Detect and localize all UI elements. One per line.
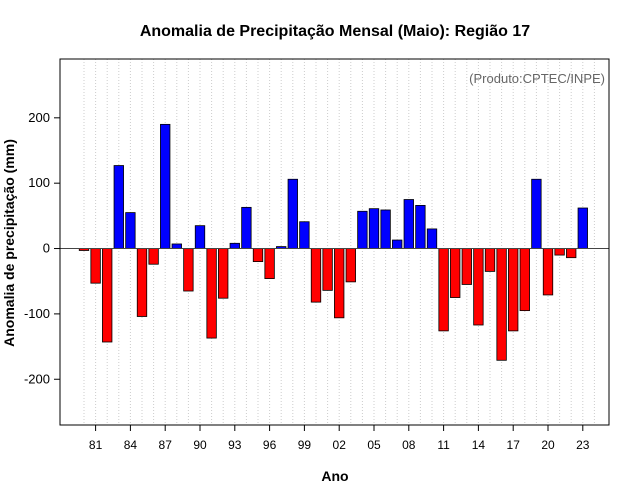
x-tick-label: 87 — [159, 438, 173, 452]
x-tick-label: 08 — [402, 438, 416, 452]
bar-2012 — [450, 248, 461, 298]
x-tick-label: 05 — [367, 438, 381, 452]
x-tick-label: 81 — [89, 438, 103, 452]
chart-title: Anomalia de Precipitação Mensal (Maio): … — [140, 23, 530, 40]
bar-1991 — [206, 248, 217, 339]
bar-2007 — [392, 239, 403, 249]
bar-2013 — [461, 248, 472, 285]
bar-1985 — [136, 248, 148, 317]
bar-1988 — [171, 243, 182, 249]
bar-1998 — [287, 178, 298, 249]
bar-2003 — [345, 248, 356, 283]
x-axis-title: Ano — [321, 468, 348, 484]
plot-frame — [59, 58, 610, 426]
bar-2023 — [577, 207, 588, 249]
bar-1983 — [113, 165, 124, 249]
x-tick-label: 96 — [263, 438, 277, 452]
x-tick-label: 02 — [333, 438, 347, 452]
x-tick-label: 93 — [228, 438, 242, 452]
bar-2006 — [380, 209, 391, 249]
bar-1999 — [299, 221, 310, 249]
x-tick-label: 17 — [507, 438, 521, 452]
bar-1987 — [160, 123, 171, 249]
y-tick-label: 200 — [28, 110, 50, 125]
bar-2005 — [368, 208, 380, 249]
bar-2000 — [310, 248, 322, 303]
x-tick-label: 20 — [541, 438, 555, 452]
bars — [78, 123, 588, 361]
bar-1989 — [183, 248, 194, 292]
x-tick-label: 90 — [193, 438, 207, 452]
source-annotation: (Produto:CPTEC/INPE) — [469, 71, 605, 86]
bar-1993 — [229, 242, 240, 249]
bar-1984 — [125, 212, 136, 249]
bar-2017 — [508, 248, 519, 332]
y-tick-label: 0 — [43, 241, 50, 256]
bar-1994 — [241, 206, 252, 249]
bar-1996 — [264, 248, 275, 280]
x-tick-label: 14 — [472, 438, 486, 452]
y-tick-label: 100 — [28, 175, 50, 190]
bar-2008 — [403, 199, 414, 249]
x-axis: 81 84 87 90 93 96 99 02 05 08 11 14 17 20 23 — [89, 425, 590, 452]
bar-2010 — [426, 228, 438, 249]
bar-2020 — [542, 248, 554, 296]
bar-2009 — [415, 204, 426, 249]
y-axis: -200 -100 0 100 200 — [24, 110, 60, 386]
y-tick-label: -200 — [24, 371, 50, 386]
bar-2014 — [473, 248, 484, 326]
bar-2021 — [554, 248, 565, 256]
bar-2002 — [334, 248, 345, 319]
bar-2004 — [357, 210, 368, 249]
bar-2016 — [496, 248, 507, 361]
x-tick-label: 84 — [124, 438, 138, 452]
bar-2022 — [566, 248, 577, 259]
bar-1986 — [148, 248, 159, 265]
bar-1995 — [252, 248, 264, 263]
bar-2015 — [484, 248, 496, 272]
bar-2019 — [531, 178, 542, 249]
bar-2018 — [519, 248, 530, 312]
x-tick-label: 99 — [298, 438, 312, 452]
x-tick-label: 23 — [576, 438, 590, 452]
bar-1990 — [194, 225, 206, 249]
bar-2001 — [322, 248, 333, 291]
x-tick-label: 11 — [437, 438, 450, 452]
bar-1992 — [218, 248, 229, 299]
bar-1982 — [102, 248, 113, 343]
y-axis-title: Anomalia de precipitação (mm) — [1, 139, 17, 347]
y-tick-label: -100 — [24, 306, 50, 321]
bar-2011 — [438, 248, 449, 332]
bar-1981 — [90, 248, 101, 284]
